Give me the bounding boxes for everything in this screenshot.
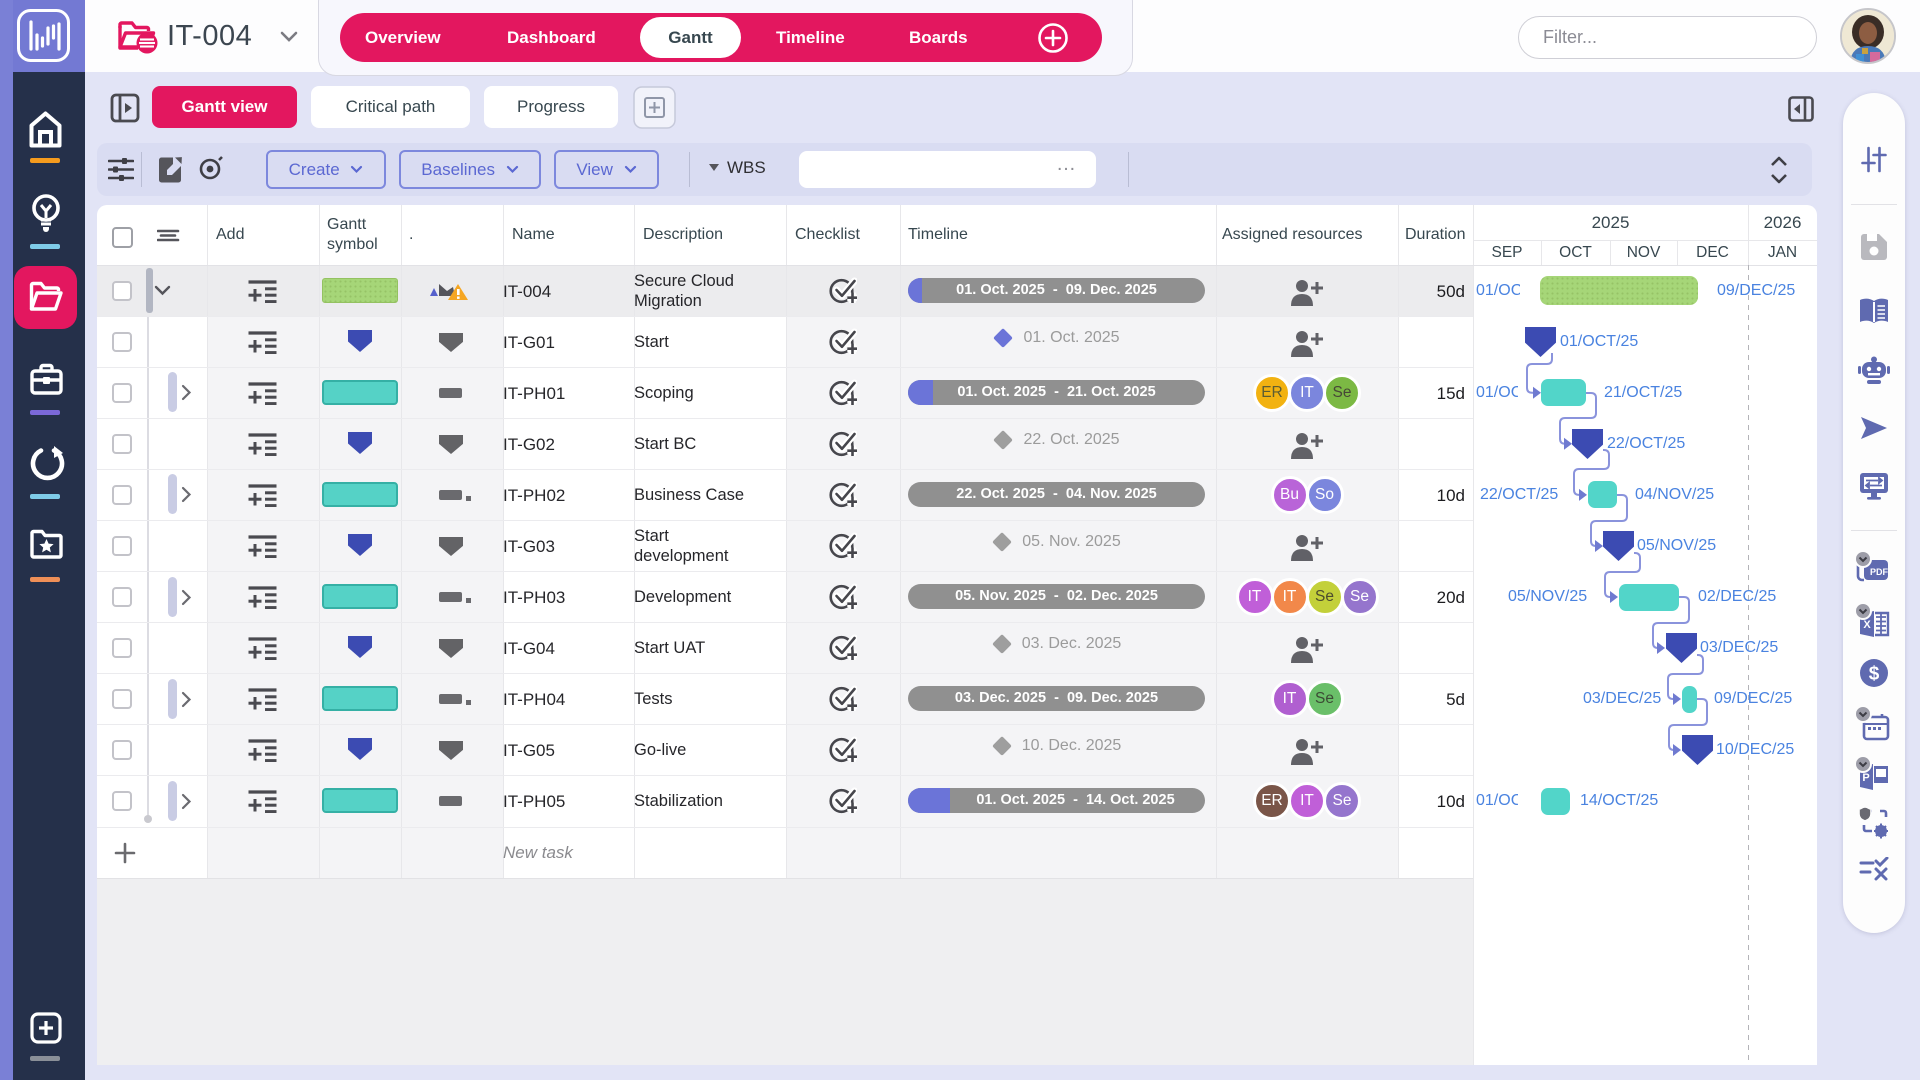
svg-text:$: $ [1869,664,1880,685]
svg-text:P: P [1862,772,1869,784]
svg-text:X: X [1863,619,1871,631]
svg-text:PDF: PDF [1870,567,1889,577]
